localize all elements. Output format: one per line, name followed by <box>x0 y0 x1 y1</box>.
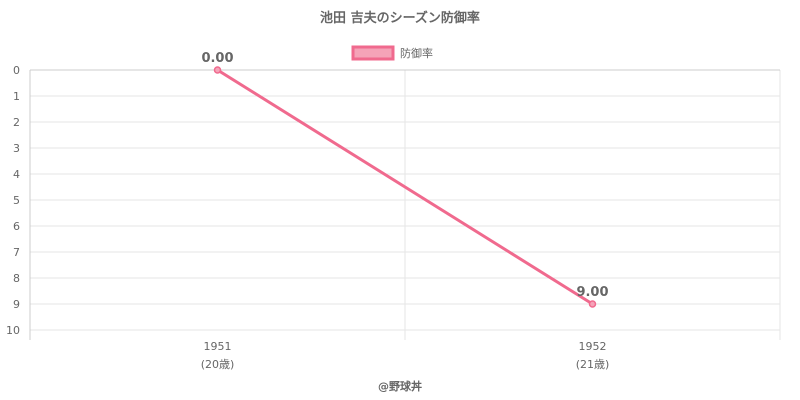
legend-label-era: 防御率 <box>400 46 433 60</box>
y-tick-label: 3 <box>13 142 20 155</box>
legend[interactable]: 防御率 <box>351 45 433 61</box>
series-era <box>213 66 597 308</box>
x-tick-label: 1952 <box>579 340 607 353</box>
data-label: 9.00 <box>576 285 608 300</box>
x-axis-ticks: 1951 (20歳) 1952 (21歳) <box>201 340 610 371</box>
y-tick-label: 5 <box>13 194 20 207</box>
x-tick-sublabel: (20歳) <box>201 358 235 371</box>
grid <box>29 69 781 340</box>
y-tick-label: 7 <box>13 246 20 259</box>
y-tick-label: 4 <box>13 168 20 181</box>
y-tick-label: 2 <box>13 116 20 129</box>
series-line <box>216 68 594 306</box>
data-point[interactable] <box>213 66 222 74</box>
axes <box>29 69 780 340</box>
y-tick-label: 6 <box>13 220 20 233</box>
y-tick-label: 9 <box>13 298 20 311</box>
data-label: 0.00 <box>201 51 233 66</box>
chart-title: 池田 吉夫のシーズン防御率 <box>320 10 480 26</box>
y-tick-label: 0 <box>13 64 20 77</box>
credit-text: @野球丼 <box>378 379 422 393</box>
y-tick-label: 10 <box>6 324 20 337</box>
data-labels: 0.00 9.00 <box>201 51 608 300</box>
x-tick-label: 1951 <box>204 340 232 353</box>
x-tick-sublabel: (21歳) <box>576 358 610 371</box>
y-axis-ticks: 0 1 2 3 4 5 6 7 8 9 10 <box>6 64 20 337</box>
data-point[interactable] <box>588 300 597 308</box>
y-tick-label: 8 <box>13 272 20 285</box>
legend-swatch-era <box>351 45 395 61</box>
y-tick-label: 1 <box>13 90 20 103</box>
